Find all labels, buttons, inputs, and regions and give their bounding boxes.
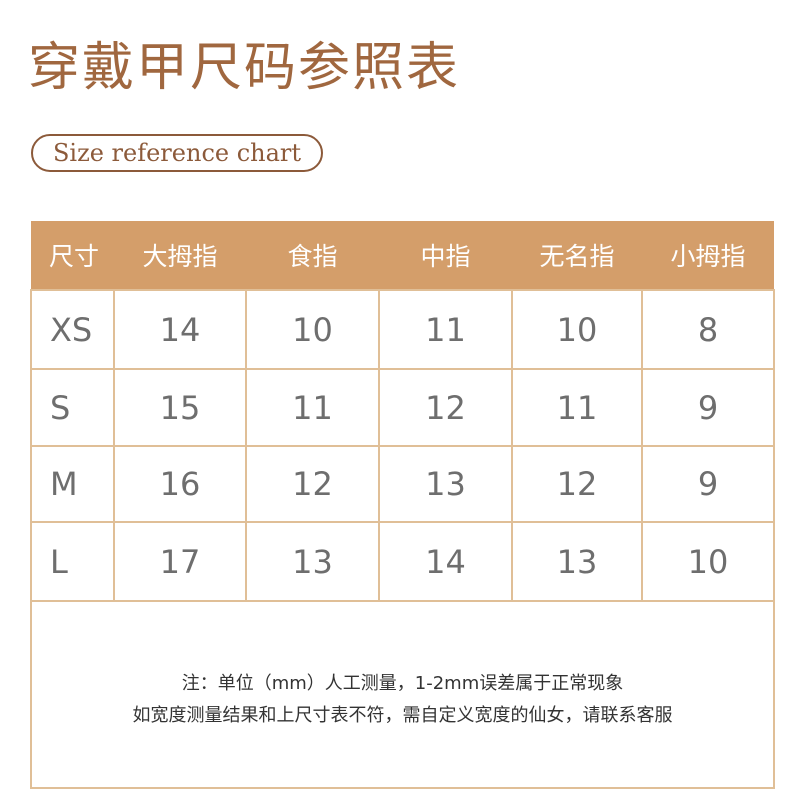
table-row: M 16 12 13 12 9 [30,445,775,523]
notes-cell: 注：单位（mm）人工测量，1-2mm误差属于正常现象 如宽度测量结果和上尺寸表不… [30,600,775,789]
size-table: 尺寸 大拇指 食指 中指 无名指 小拇指 XS 14 10 11 10 8 S 15 11 12 1… [30,221,775,789]
table-row: L 17 13 14 13 10 [30,521,775,602]
table-row: S 15 11 12 11 9 [30,368,775,447]
table-cell: 13 [511,521,643,602]
header-pinky: 小拇指 [642,221,774,290]
notes-row: 注：单位（mm）人工测量，1-2mm误差属于正常现象 如宽度测量结果和上尺寸表不… [30,600,775,789]
note-line: 如宽度测量结果和上尺寸表不符，需自定义宽度的仙女，请联系客服 [132,704,673,726]
table-cell: 16 [113,445,247,523]
header-size: 尺寸 [31,221,114,290]
table-cell: 9 [641,445,775,523]
table-cell: 15 [113,368,247,447]
table-cell: 12 [378,368,513,447]
table-cell: 10 [511,289,643,370]
table-cell: 11 [245,368,380,447]
header-row: 尺寸 大拇指 食指 中指 无名指 小拇指 [31,221,774,290]
table-cell: 13 [378,445,513,523]
table-cell: 10 [245,289,380,370]
table-cell: 14 [378,521,513,602]
table-cell: 10 [641,521,775,602]
header-ring: 无名指 [512,221,642,290]
table-cell: 11 [511,368,643,447]
table-row: XS 14 10 11 10 8 [30,289,775,370]
header-thumb: 大拇指 [114,221,246,290]
size-label: L [30,521,115,602]
size-label: XS [30,289,115,370]
table-cell: 9 [641,368,775,447]
table-cell: 13 [245,521,380,602]
table-cell: 12 [245,445,380,523]
note-line: 注：单位（mm）人工测量，1-2mm误差属于正常现象 [181,672,624,694]
subtitle-badge: Size reference chart [31,134,323,172]
header-index: 食指 [246,221,379,290]
table-cell: 11 [378,289,513,370]
page-title: 穿戴甲尺码参照表 [28,38,461,98]
table-cell: 17 [113,521,247,602]
header-middle: 中指 [379,221,512,290]
table-cell: 8 [641,289,775,370]
table-cell: 14 [113,289,247,370]
table-cell: 12 [511,445,643,523]
size-label: S [30,368,115,447]
size-label: M [30,445,115,523]
